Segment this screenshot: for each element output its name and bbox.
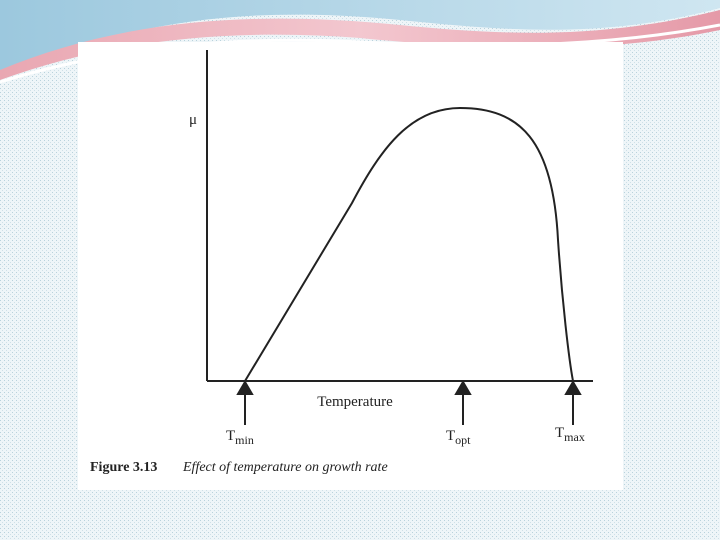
x-axis-label: Temperature [317,394,393,410]
growth-curve [244,106,574,382]
arrow-head [236,380,254,395]
marker-subscript: min [235,433,254,447]
marker-label: Tmin [226,428,254,447]
caption-text: Effect of temperature on growth rate [182,460,388,475]
marker-symbol: T [446,428,455,444]
y-axis-label: μ [189,112,197,128]
figure-panel [78,42,623,490]
marker-symbol: T [226,428,235,444]
arrow-head [454,380,472,395]
marker-subscript: max [564,430,585,444]
axes [206,50,593,382]
marker-label: Tmax [555,425,585,444]
marker-arrows [236,380,582,425]
arrow-head [564,380,582,395]
marker-subscript: opt [455,433,471,447]
marker-label: Topt [446,428,471,447]
caption-number: Figure 3.13 [90,460,157,475]
marker-symbol: T [555,425,564,441]
